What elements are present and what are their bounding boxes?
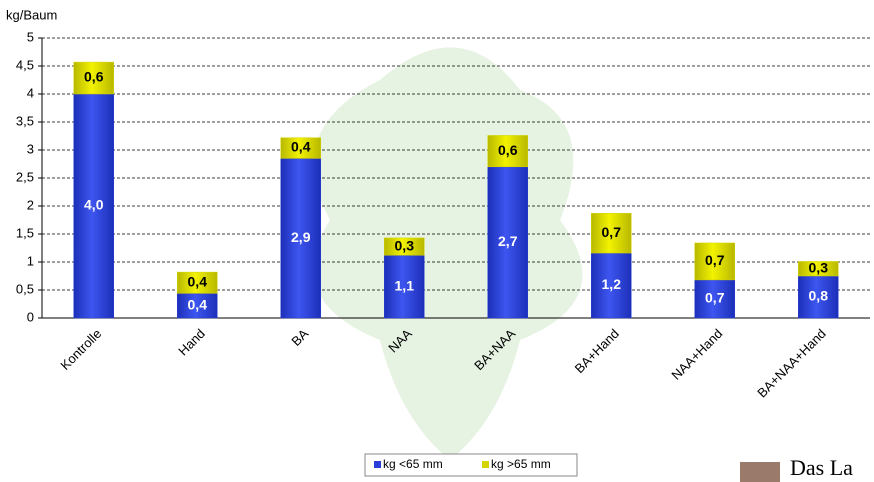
bar-segment: [177, 293, 218, 319]
bar-segment: [73, 61, 114, 95]
x-tick-label: BA: [288, 326, 311, 349]
value-label: 0,7: [705, 290, 725, 306]
logo-text: Das La: [790, 455, 853, 480]
y-tick-label: 3,5: [16, 113, 34, 128]
legend-label: kg <65 mm: [383, 457, 443, 471]
x-tick-label: NAA+Hand: [668, 326, 725, 383]
bar-segment: [384, 255, 425, 319]
y-axis-title: kg/Baum: [6, 7, 57, 22]
watermark: [313, 47, 583, 460]
value-label: 4,0: [84, 197, 104, 213]
y-tick-label: 3: [27, 141, 34, 156]
logo-icon: [740, 462, 780, 482]
value-label: 1,2: [602, 276, 622, 292]
y-tick-label: 0: [27, 309, 34, 324]
value-label: 0,7: [602, 224, 622, 240]
bar-segment: [280, 137, 321, 159]
y-tick-label: 5: [27, 29, 34, 44]
bar-segment: [798, 275, 839, 319]
x-tick-label: BA+NAA+Hand: [754, 326, 828, 400]
y-tick-label: 1,5: [16, 225, 34, 240]
legend-swatch: [482, 461, 489, 468]
value-label: 2,7: [498, 233, 518, 249]
legend-swatch: [374, 461, 381, 468]
value-label: 0,3: [809, 259, 829, 275]
y-tick-label: 1: [27, 253, 34, 268]
legend-box: [364, 453, 578, 477]
value-label: 0,4: [188, 296, 208, 312]
x-tick-label: Kontrolle: [57, 326, 104, 373]
y-tick-label: 4: [27, 85, 34, 100]
bar-segment: [280, 158, 321, 319]
y-tick-label: 4,5: [16, 57, 34, 72]
bar-segment: [177, 271, 218, 294]
x-tick-label: BA+Hand: [572, 326, 622, 376]
value-label: 0,3: [395, 237, 415, 253]
value-label: 0,4: [291, 139, 311, 155]
y-tick-label: 2,5: [16, 169, 34, 184]
bar-segment: [73, 93, 114, 319]
bar-segment: [694, 242, 735, 281]
value-label: 1,1: [395, 277, 415, 293]
bar-segment: [591, 213, 632, 254]
bar-segment: [487, 166, 528, 319]
value-label: 0,7: [705, 252, 725, 268]
x-tick-label: Hand: [175, 326, 208, 359]
value-label: 0,6: [84, 69, 104, 85]
bar-segment: [591, 252, 632, 319]
bar-segment: [694, 279, 735, 319]
bar-segment: [798, 261, 839, 277]
y-tick-label: 0,5: [16, 281, 34, 296]
value-label: 0,4: [188, 273, 208, 289]
y-tick-label: 2: [27, 197, 34, 212]
value-label: 0,8: [809, 288, 829, 304]
value-label: 0,6: [498, 142, 518, 158]
bar-segment: [384, 237, 425, 256]
legend-label: kg >65 mm: [491, 457, 551, 471]
value-label: 2,9: [291, 229, 311, 245]
bar-segment: [487, 135, 528, 168]
